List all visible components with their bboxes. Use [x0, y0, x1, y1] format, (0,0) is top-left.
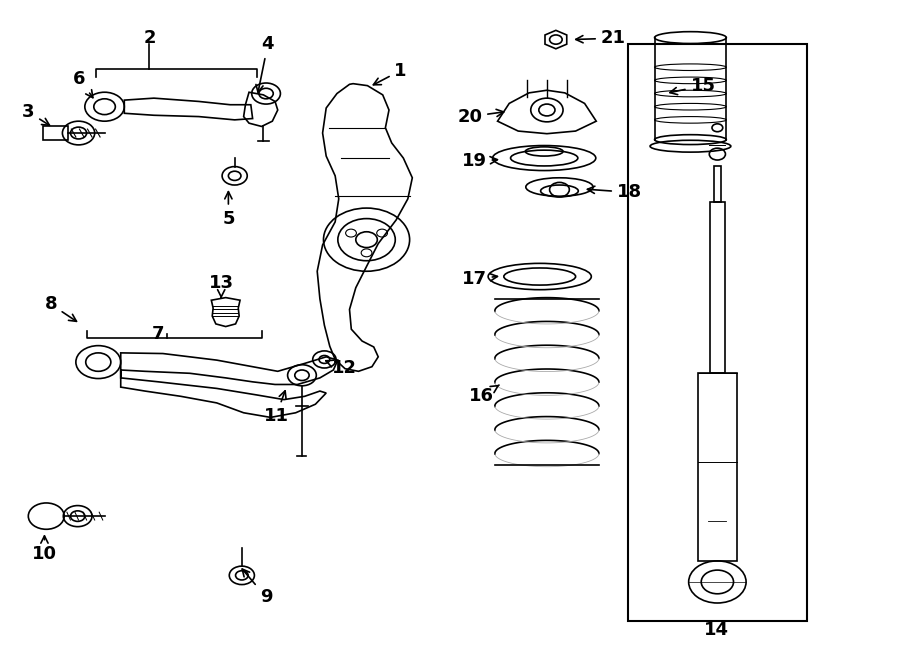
Text: 7: 7	[152, 325, 165, 343]
Text: 20: 20	[457, 108, 504, 126]
Bar	[714, 166, 721, 202]
Text: 18: 18	[588, 183, 642, 201]
Text: 1: 1	[374, 61, 407, 85]
Text: 12: 12	[326, 359, 356, 377]
Bar	[42, 126, 68, 140]
Text: 19: 19	[462, 152, 498, 171]
Text: 14: 14	[704, 621, 729, 639]
Bar	[710, 202, 724, 373]
Text: 15: 15	[670, 77, 716, 95]
Text: 9: 9	[242, 569, 273, 606]
Text: 17: 17	[462, 270, 498, 288]
Text: 16: 16	[469, 385, 500, 405]
Text: 8: 8	[44, 295, 76, 321]
Bar	[627, 44, 807, 621]
Bar	[698, 373, 737, 561]
Text: 13: 13	[209, 274, 234, 298]
Text: 5: 5	[222, 192, 235, 227]
Text: 11: 11	[264, 391, 288, 425]
Text: 4: 4	[256, 35, 274, 93]
Text: 10: 10	[32, 536, 57, 563]
Text: 2: 2	[143, 28, 156, 46]
Text: 6: 6	[73, 70, 93, 98]
Text: 21: 21	[576, 29, 626, 47]
Text: 3: 3	[22, 103, 50, 126]
